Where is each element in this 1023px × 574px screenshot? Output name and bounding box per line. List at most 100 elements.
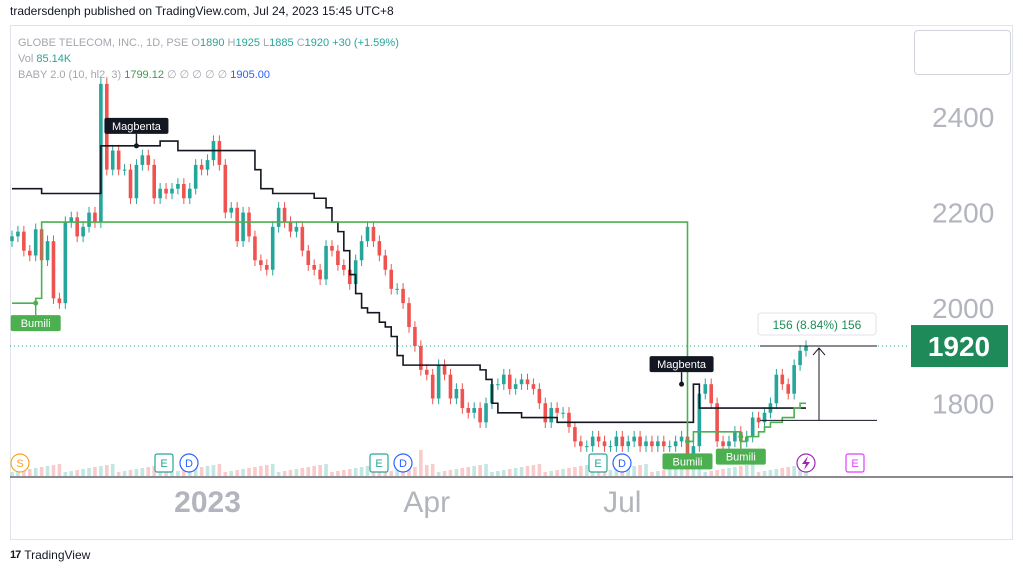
event-marker[interactable] xyxy=(154,453,174,473)
footer-brand[interactable]: TradingView xyxy=(24,548,91,562)
volume-bar xyxy=(490,472,494,476)
candle-body xyxy=(419,346,423,370)
volume-bar xyxy=(691,465,696,476)
candle-body xyxy=(602,441,607,447)
volume-bar xyxy=(330,472,334,476)
candle-body xyxy=(543,403,548,423)
volume-bar xyxy=(324,464,328,476)
candle-body xyxy=(75,217,79,237)
volume-bar xyxy=(507,469,512,476)
footer: 17 TradingView xyxy=(10,548,90,562)
legend-indicator-label[interactable]: BABY 2.0 (10, hl2, 3) xyxy=(18,69,122,81)
volume-bar xyxy=(573,467,577,476)
volume-bar xyxy=(419,450,423,476)
volume-bar xyxy=(99,466,103,476)
legend-symbol-row: GLOBE TELECOM, INC., 1D, PSE O1890 H1925… xyxy=(18,35,399,51)
volume-bar xyxy=(721,469,725,476)
candle-body xyxy=(223,164,228,213)
candle-body xyxy=(703,384,708,394)
chart-menu-box[interactable] xyxy=(914,30,1011,75)
volume-bar xyxy=(176,471,180,476)
volume-bar xyxy=(780,468,785,476)
candle-body xyxy=(513,384,518,389)
candle-body xyxy=(182,183,186,199)
candle-body xyxy=(389,269,394,289)
volume-bar xyxy=(644,464,648,476)
legend-indicator-row: BABY 2.0 (10, hl2, 3) 1799.12 ∅ ∅ ∅ ∅ ∅ … xyxy=(18,67,399,83)
tradingview-logo-icon[interactable]: 17 xyxy=(10,549,21,561)
range-label-box xyxy=(757,312,877,336)
event-marker[interactable] xyxy=(612,453,632,473)
volume-bar xyxy=(199,467,204,476)
event-marker[interactable] xyxy=(10,453,30,473)
volume-bar xyxy=(608,470,613,476)
volume-bar xyxy=(661,470,666,476)
publisher-text: tradersdenph published on TradingView.co… xyxy=(10,4,394,18)
y-tick-label: 2400 xyxy=(932,102,994,133)
volume-bar xyxy=(300,468,305,476)
candle-body xyxy=(721,441,725,447)
event-marker[interactable] xyxy=(588,453,608,473)
event-marker[interactable] xyxy=(369,453,389,473)
candle-body xyxy=(122,169,127,171)
candle-body xyxy=(158,188,162,199)
volume-bar xyxy=(87,468,91,476)
volume-bar xyxy=(69,471,74,476)
volume-bar xyxy=(359,467,364,476)
candle-body xyxy=(792,365,796,394)
magbenta-label: Magbenta xyxy=(657,359,707,371)
volume-bar xyxy=(146,467,151,476)
candle-body xyxy=(318,269,322,280)
x-tick-label: 2023 xyxy=(174,486,241,519)
candle-body xyxy=(270,226,275,270)
candle-body xyxy=(804,346,808,351)
candle-body xyxy=(152,164,157,199)
volume-bar xyxy=(667,469,672,476)
candle-body xyxy=(620,436,625,447)
volume-bar xyxy=(638,465,642,476)
volume-bar xyxy=(253,467,257,476)
range-arrow-head xyxy=(812,347,826,356)
event-marker[interactable] xyxy=(179,453,199,473)
volume-bar xyxy=(33,468,38,476)
volume-bar xyxy=(727,468,731,476)
candle-body xyxy=(472,408,476,413)
candle-body xyxy=(241,212,245,242)
candle-body xyxy=(235,207,239,242)
volume-bar xyxy=(336,471,340,476)
volume-bar xyxy=(152,466,157,476)
candle-body xyxy=(176,183,180,189)
lightning-icon-glyph xyxy=(802,456,810,470)
volume-bar xyxy=(27,469,32,476)
event-marker[interactable] xyxy=(393,453,413,473)
candle-body xyxy=(377,241,382,256)
volume-bar xyxy=(626,467,631,476)
legend-low-label: L xyxy=(263,37,270,49)
candle-body xyxy=(10,236,14,242)
candle-body xyxy=(81,226,85,237)
volume-bar xyxy=(10,472,14,476)
annotation-dot xyxy=(33,300,39,306)
legend-indicator-placeholders: ∅ ∅ ∅ ∅ ∅ xyxy=(167,69,228,81)
candle-body xyxy=(424,369,429,375)
legend-vol-label[interactable]: Vol xyxy=(18,53,34,65)
candle-body xyxy=(383,255,388,270)
volume-bar xyxy=(567,468,571,476)
event-marker-label: D xyxy=(618,458,626,470)
event-marker[interactable] xyxy=(845,453,865,473)
candle-body xyxy=(656,441,660,447)
volume-bar xyxy=(632,466,636,476)
candle-body xyxy=(650,441,654,447)
volume-bar xyxy=(543,472,548,476)
candle-body xyxy=(330,245,334,251)
event-marker-label: E xyxy=(160,458,167,470)
volume-bar xyxy=(276,472,281,476)
legend-symbol[interactable]: GLOBE TELECOM, INC., 1D, PSE xyxy=(18,37,189,49)
candle-body xyxy=(798,350,802,366)
legend-vol-value: 85.14K xyxy=(36,53,72,65)
volume-bar xyxy=(750,464,755,476)
volume-bar xyxy=(264,465,269,476)
volume-bar xyxy=(211,465,216,476)
volume-bar xyxy=(116,472,121,476)
